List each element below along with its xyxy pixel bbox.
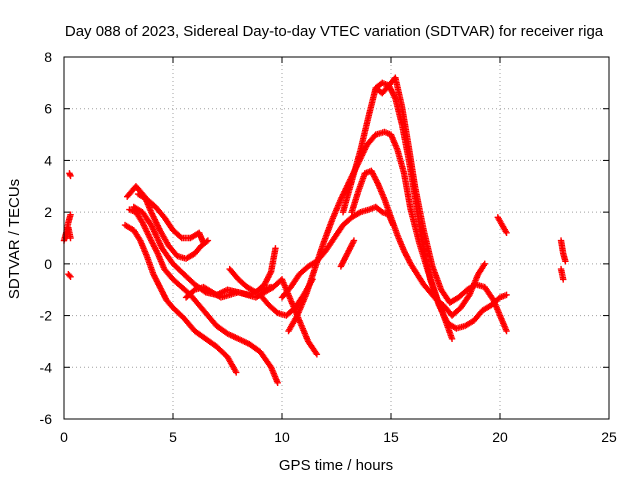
- series-track-13: [278, 203, 397, 301]
- data-point-marker: [503, 291, 510, 299]
- x-tick-label: 15: [383, 429, 399, 445]
- y-tick-label: 0: [44, 256, 52, 272]
- data-point-marker: [560, 276, 567, 283]
- x-tick-label: 20: [492, 429, 508, 445]
- series-track-21: [557, 265, 567, 283]
- y-tick-label: -2: [40, 308, 53, 324]
- data-point-marker: [204, 237, 212, 244]
- series-track-6: [126, 206, 281, 386]
- data-point-marker: [67, 273, 74, 280]
- data-point-marker: [313, 351, 321, 358]
- series-track-20: [557, 237, 569, 265]
- y-tick-label: 4: [44, 152, 52, 168]
- series-track-10: [182, 276, 321, 358]
- series-track-4: [65, 271, 74, 280]
- series-track-16: [372, 74, 510, 335]
- data-point-marker: [200, 239, 207, 247]
- data-point-marker: [350, 237, 358, 244]
- x-axis-label: GPS time / hours: [279, 457, 393, 474]
- data-point-marker: [67, 234, 74, 242]
- series-track-3: [66, 170, 74, 180]
- axis-ticks: [63, 56, 610, 420]
- series-track-8: [134, 190, 207, 247]
- data-point-marker: [177, 233, 184, 241]
- data-marks: [60, 74, 569, 386]
- data-point-marker: [481, 260, 488, 268]
- series-track-17: [348, 167, 488, 319]
- series-track-11: [226, 245, 279, 296]
- series-track-5: [121, 221, 240, 376]
- x-tick-label: 10: [274, 429, 290, 445]
- y-tick-label: 8: [44, 49, 52, 65]
- series-track-19: [494, 214, 510, 237]
- y-tick-label: -6: [40, 411, 53, 427]
- series-track-18: [337, 237, 358, 270]
- data-point-marker: [67, 211, 74, 218]
- plot-frame: [63, 56, 610, 420]
- x-tick-label: 25: [601, 429, 617, 445]
- y-tick-label: 6: [44, 101, 52, 117]
- data-point-marker: [272, 245, 279, 252]
- y-axis-label: SDTVAR / TECUs: [6, 179, 23, 299]
- data-point-marker: [503, 327, 510, 335]
- y-tick-label: 2: [44, 204, 52, 220]
- series-track-14: [285, 128, 456, 343]
- data-point-marker: [562, 258, 569, 265]
- x-tick-label: 5: [169, 429, 177, 445]
- data-point-marker: [274, 379, 281, 386]
- data-point-marker: [233, 369, 240, 376]
- data-point-marker: [67, 172, 74, 180]
- y-tick-label: -4: [40, 359, 53, 375]
- chart-title: Day 088 of 2023, Sidereal Day-to-day VTE…: [65, 23, 604, 40]
- x-axis-tick-labels: 0 5 10 15 20 25: [60, 429, 617, 445]
- data-point-marker: [503, 229, 510, 237]
- data-point-marker: [448, 335, 456, 343]
- x-tick-label: 0: [60, 429, 68, 445]
- data-point-marker: [66, 272, 73, 279]
- series-track-15: [339, 79, 510, 332]
- y-axis-tick-labels: -6 -4 -2 0 2 4 6 8: [40, 49, 53, 427]
